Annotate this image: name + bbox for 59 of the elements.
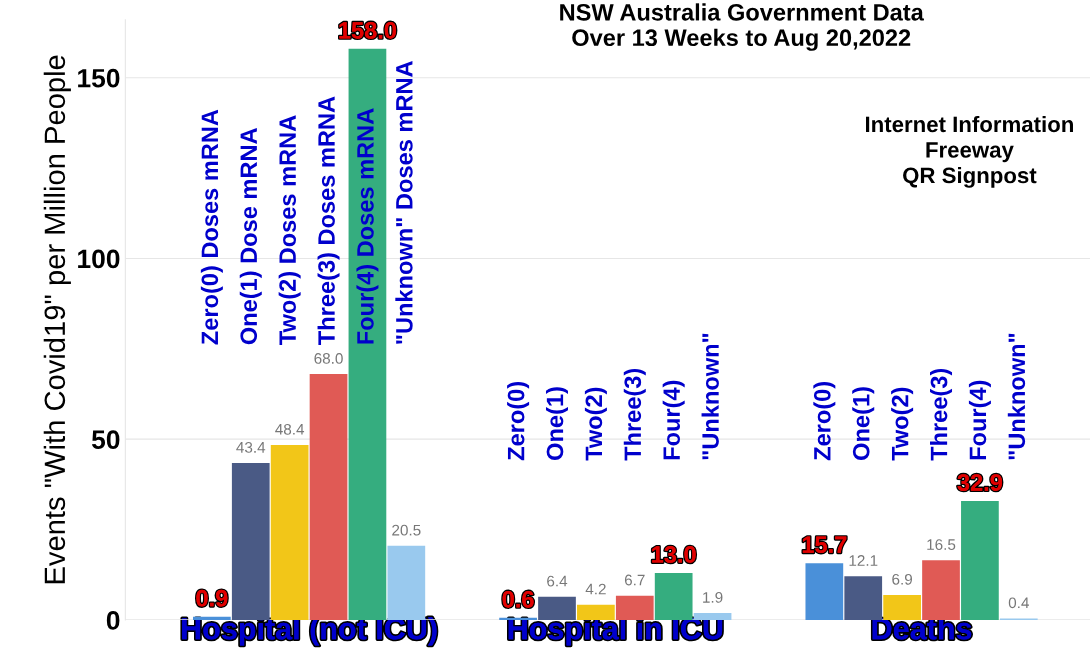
data-label: 1.9 — [703, 591, 723, 603]
bar — [883, 594, 921, 620]
data-label: 20.5 — [392, 524, 421, 536]
data-label: 32.9 — [957, 474, 1003, 491]
y-tick-label: 0 — [106, 611, 120, 630]
annotation: Three(3) — [623, 368, 646, 461]
y-tick-label: 100 — [78, 249, 120, 269]
bar — [654, 572, 693, 620]
data-label: 6.7 — [624, 574, 645, 586]
annotation: Zero(0) — [813, 382, 836, 461]
bar — [193, 616, 231, 620]
data-label: 0.6 — [502, 590, 534, 608]
bar — [805, 563, 844, 620]
annotation: Two(2) — [584, 387, 607, 461]
annotation: One(1) — [545, 387, 568, 460]
annotation: Zero(0) — [507, 382, 530, 461]
bar — [538, 596, 576, 620]
data-label: 0.4 — [1008, 597, 1029, 609]
y-tick-label: 150 — [78, 68, 120, 88]
data-label: 43.4 — [236, 441, 266, 453]
y-axis-title: Events "With Covid19" per Million People — [43, 55, 71, 584]
x-tick-label: Deaths — [872, 617, 972, 640]
bar — [499, 617, 537, 620]
annotation: Internet Information Freeway QR Signpost — [865, 115, 1073, 188]
bar — [231, 463, 270, 620]
annotation: Four(4) Doses mRNA — [356, 108, 379, 344]
annotation: Two(2) Doses mRNA — [278, 115, 301, 345]
bar — [270, 444, 309, 620]
annotation: "Unknown" Doses mRNA — [395, 61, 413, 344]
annotation: Three(3) Doses mRNA — [317, 96, 340, 345]
annotation: Four(4) — [968, 380, 991, 460]
annotation: Three(3) — [930, 368, 953, 461]
annotation: "Unknown" — [701, 333, 719, 460]
data-label: 68.0 — [314, 353, 343, 364]
data-label: 13.0 — [652, 546, 696, 563]
annotation: Four(4) — [662, 380, 685, 460]
annotation: Two(2) — [891, 387, 914, 461]
data-label: 4.2 — [585, 583, 606, 595]
chart-title: NSW Australia Government Data Over 13 Weeks to Aug 20,2022 — [560, 3, 924, 51]
data-label: 48.4 — [275, 423, 305, 435]
data-label: 16.5 — [927, 539, 956, 551]
bar — [922, 560, 960, 620]
bar — [577, 604, 615, 620]
data-label: 0.9 — [196, 589, 228, 607]
data-label: 12.1 — [849, 555, 878, 566]
annotation: Zero(0) Doses mRNA — [200, 109, 223, 345]
data-label: 6.4 — [547, 575, 568, 587]
data-label: 158.0 — [339, 22, 397, 39]
annotation: One(1) — [852, 387, 875, 460]
y-tick-label: 50 — [91, 430, 120, 449]
bar — [961, 500, 999, 620]
annotation: One(1) Dose mRNA — [239, 128, 262, 345]
bar — [693, 613, 732, 620]
bar — [615, 595, 654, 620]
annotation: "Unknown" — [1007, 333, 1026, 460]
data-label: 15.7 — [802, 536, 847, 554]
bar — [309, 374, 348, 620]
data-label: 6.9 — [892, 573, 913, 585]
bar — [844, 576, 883, 620]
